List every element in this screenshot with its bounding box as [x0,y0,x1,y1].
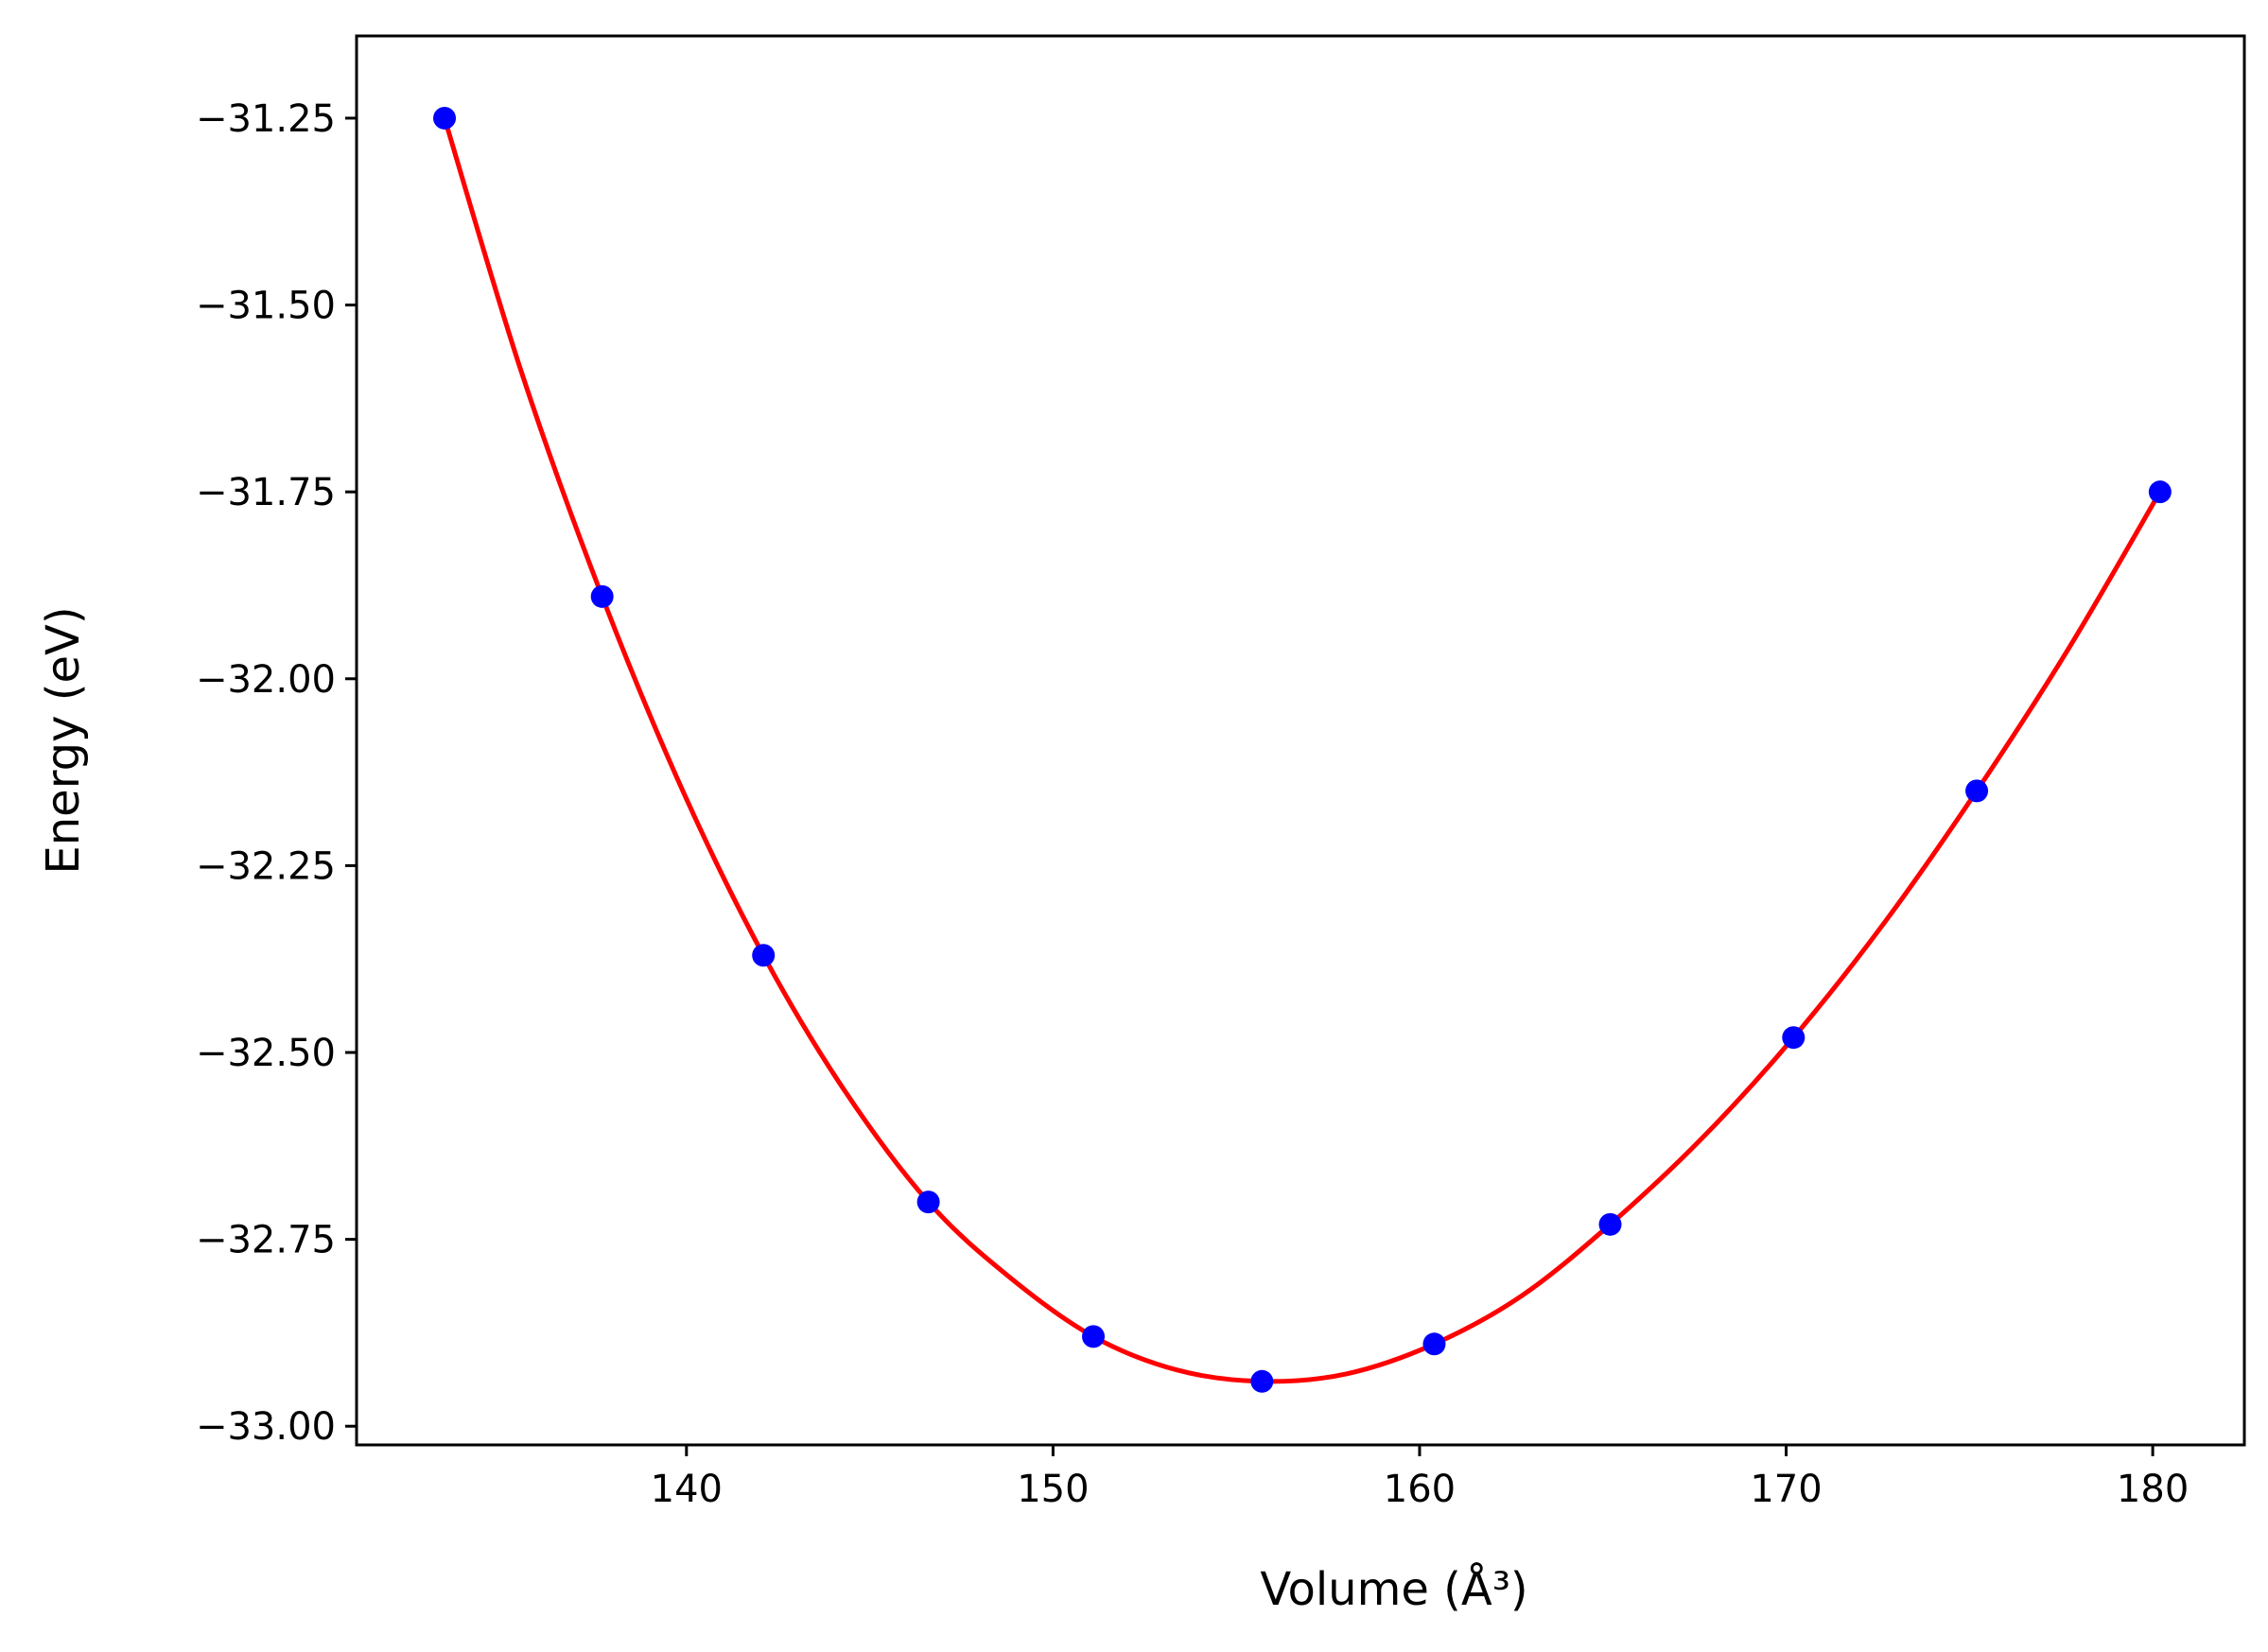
fit-curve [442,117,2163,1384]
data-point [1082,1325,1106,1348]
y-tick-label: −32.75 [196,1219,336,1262]
plot-background [357,36,2244,1445]
y-tick-label: −33.00 [196,1405,336,1449]
y-tick-label: −32.00 [196,658,336,702]
y-tick-label: −31.75 [196,471,336,514]
data-point [1422,1332,1446,1356]
data-point [1965,779,1989,803]
x-tick-label: 180 [2117,1468,2189,1511]
y-tick-label: −32.50 [196,1032,336,1075]
data-point [916,1191,940,1214]
data-point [1782,1026,1806,1050]
data-point [1598,1212,1622,1236]
plot-frame [355,34,2246,1447]
data-point [1250,1369,1274,1393]
x-tick-label: 140 [651,1468,723,1511]
data-points-layer [433,106,2172,1393]
data-point [752,944,776,967]
data-point [2148,480,2172,504]
y-tick-label: −31.50 [196,285,336,328]
data-point [590,584,614,608]
x-axis-label: Volume (Å³) [1260,1562,1527,1616]
data-point [433,106,457,130]
x-ticks: 140 150 160 170 180 [651,1445,2189,1511]
y-tick-label: −32.25 [196,844,336,888]
x-tick-label: 170 [1750,1468,1822,1511]
x-tick-label: 150 [1017,1468,1089,1511]
y-axis-label: Energy (eV) [37,606,90,874]
fit-curve-layer [442,117,2163,1384]
y-tick-label: −31.25 [196,97,336,141]
y-ticks: −31.25 −31.50 −31.75 −32.00 −32.25 −32.50 −32.… [196,97,357,1449]
x-tick-label: 160 [1384,1468,1456,1511]
